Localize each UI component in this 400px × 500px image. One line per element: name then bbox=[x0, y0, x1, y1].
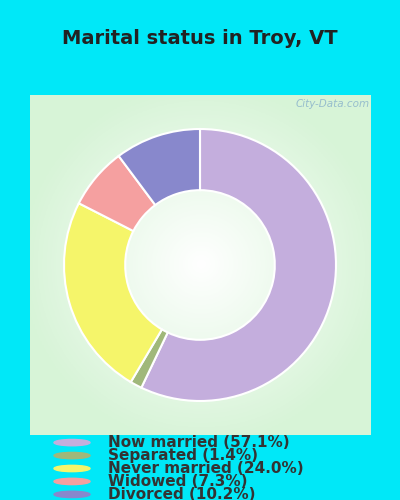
Wedge shape bbox=[119, 129, 200, 205]
Circle shape bbox=[54, 452, 90, 458]
Wedge shape bbox=[79, 156, 155, 231]
Circle shape bbox=[54, 478, 90, 484]
Circle shape bbox=[54, 466, 90, 471]
Text: Divorced (10.2%): Divorced (10.2%) bbox=[108, 487, 256, 500]
Text: Separated (1.4%): Separated (1.4%) bbox=[108, 448, 258, 463]
Wedge shape bbox=[64, 204, 162, 382]
Circle shape bbox=[54, 440, 90, 446]
Text: City-Data.com: City-Data.com bbox=[296, 99, 370, 109]
Wedge shape bbox=[131, 330, 168, 388]
Text: Widowed (7.3%): Widowed (7.3%) bbox=[108, 474, 248, 489]
Text: Marital status in Troy, VT: Marital status in Troy, VT bbox=[62, 28, 338, 48]
Wedge shape bbox=[141, 129, 336, 401]
Text: Now married (57.1%): Now married (57.1%) bbox=[108, 435, 290, 450]
Text: Never married (24.0%): Never married (24.0%) bbox=[108, 461, 304, 476]
Circle shape bbox=[54, 491, 90, 498]
